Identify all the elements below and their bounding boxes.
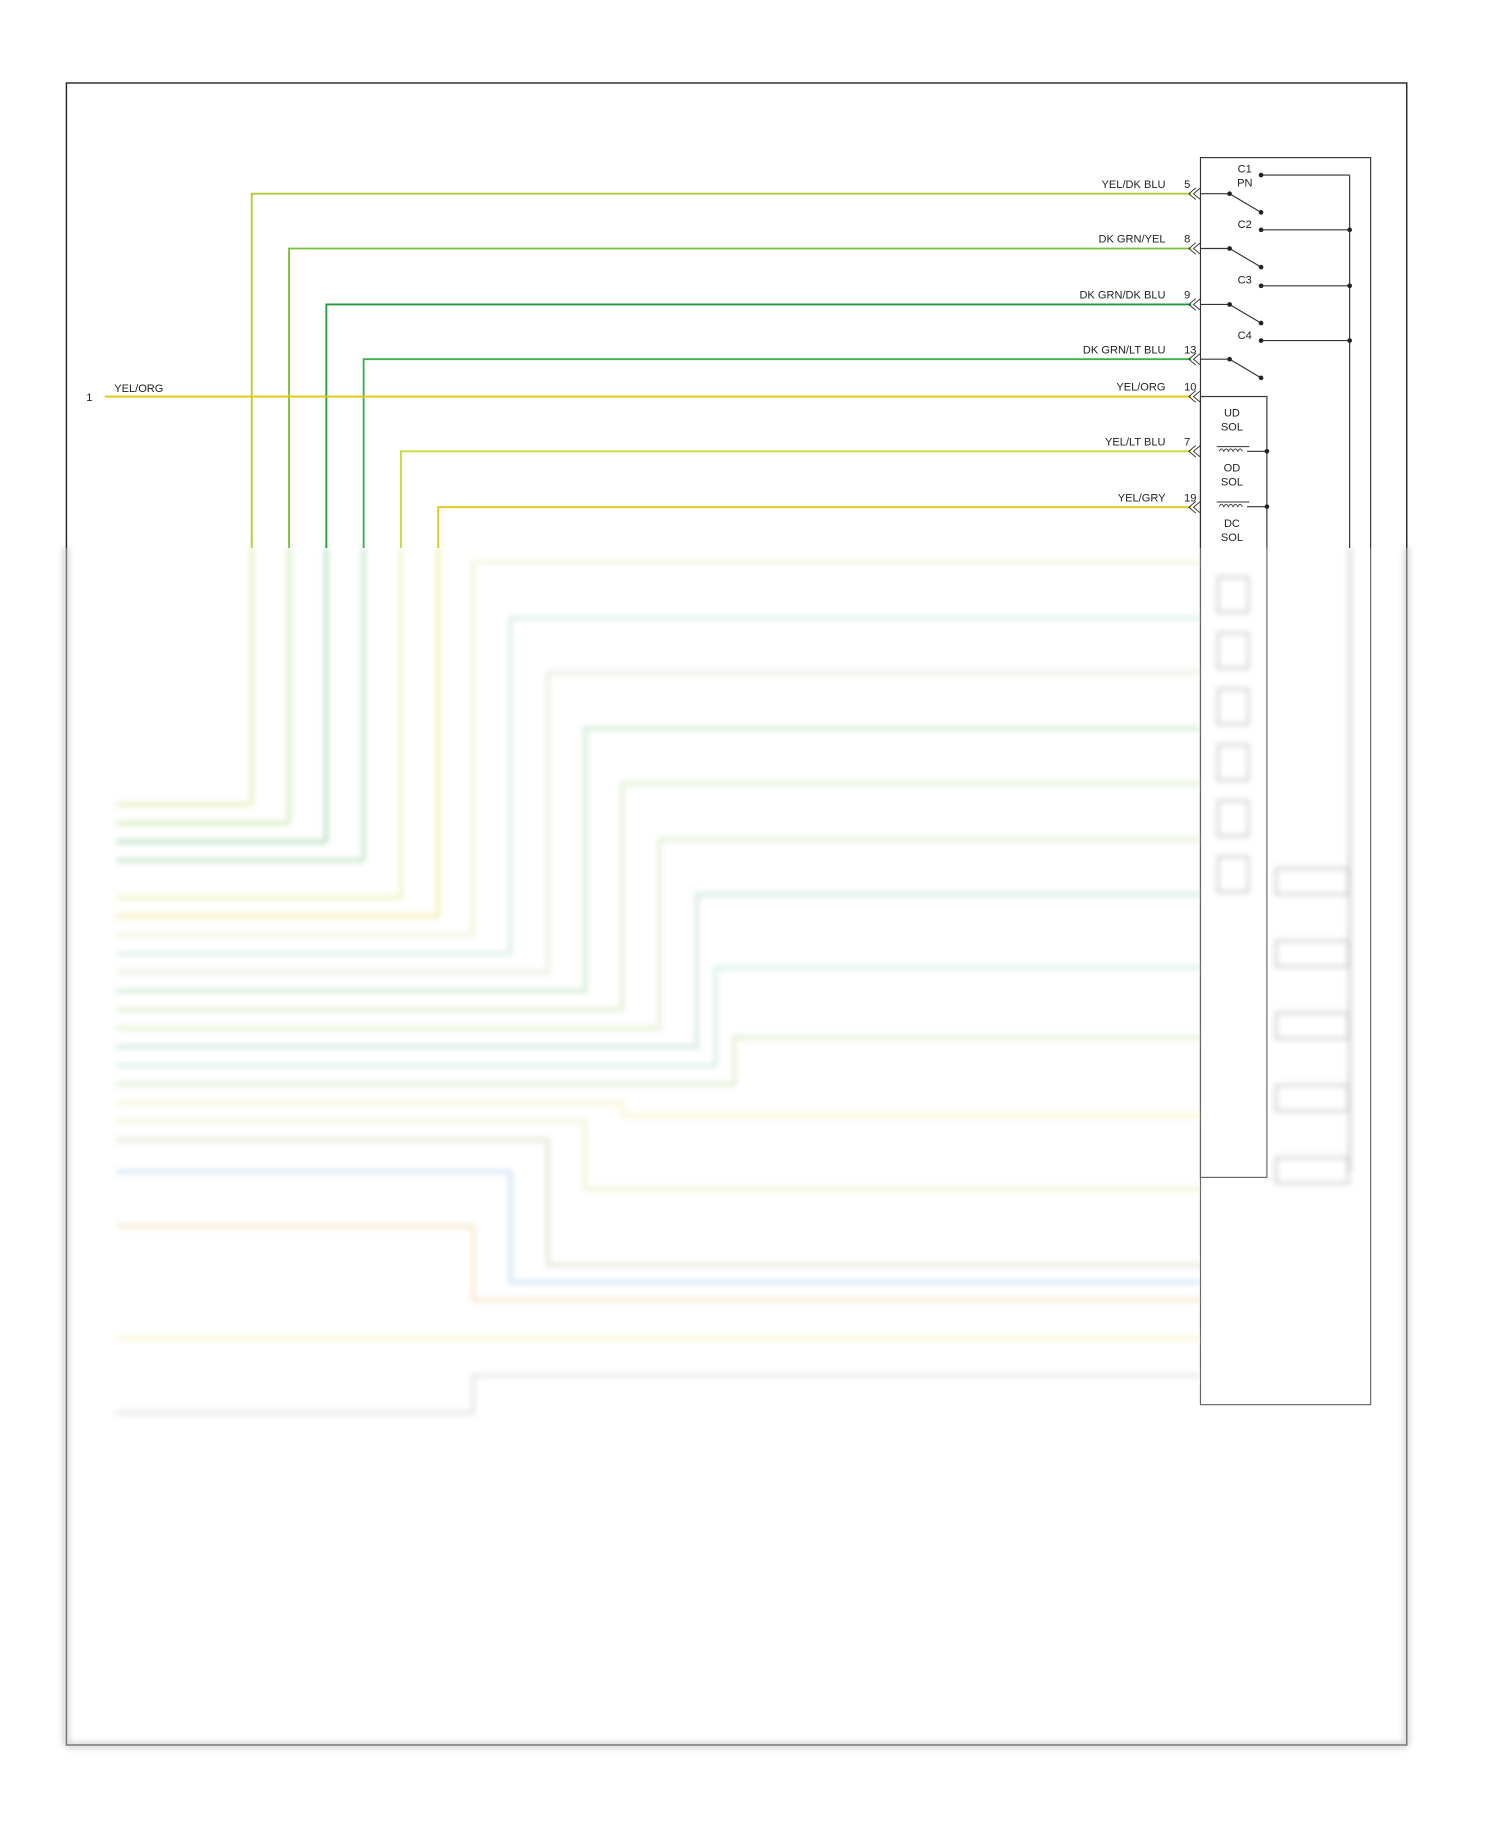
wire-blurred <box>116 726 1201 993</box>
diagram-top: YEL/DK BLU 5 DK GRN/YEL 8 DK GRN/DK BLU 9 DK G… <box>86 164 1352 549</box>
connector <box>1188 501 1201 514</box>
solenoid-label: UD <box>1224 407 1240 419</box>
blurred-region <box>63 548 1410 1748</box>
wire-blurred <box>116 1119 1201 1191</box>
pin-number: 7 <box>1184 436 1190 448</box>
connector <box>1188 390 1201 403</box>
wire <box>325 303 1192 549</box>
wire-blurred <box>116 560 1201 937</box>
contact <box>1227 191 1232 197</box>
wire <box>288 247 1192 549</box>
wire-blurred <box>116 837 1201 1030</box>
connector <box>1188 242 1201 255</box>
solenoid-label: OD <box>1224 463 1241 475</box>
pin-number: 5 <box>1184 179 1190 191</box>
pin-number: 19 <box>1184 492 1196 504</box>
contact <box>1227 356 1232 362</box>
junction <box>1264 504 1270 509</box>
wire-blurred <box>116 1035 1201 1086</box>
solenoid-label: SOL <box>1221 532 1243 544</box>
wire-blurred <box>116 1373 1201 1415</box>
wire-label: YEL/GRY <box>1118 492 1166 504</box>
wire-blurred <box>116 965 1201 1068</box>
wire-label: DK GRN/DK BLU <box>1079 290 1165 302</box>
switch-blade <box>1229 303 1262 324</box>
blur-veil <box>64 548 1417 1749</box>
contact <box>1258 320 1264 326</box>
contact <box>1258 264 1264 270</box>
switch-label: C2 <box>1238 219 1252 231</box>
switch-label: C4 <box>1238 330 1252 342</box>
contact <box>1227 246 1232 251</box>
switch-blade <box>1229 247 1262 268</box>
contact <box>1258 283 1264 289</box>
contact <box>1258 210 1264 215</box>
pin-number: 9 <box>1184 290 1190 302</box>
switch-label: PN <box>1237 178 1252 190</box>
contact <box>1258 172 1264 178</box>
contact <box>1258 375 1264 381</box>
wire-blurred <box>116 781 1201 1012</box>
contact <box>1258 227 1264 233</box>
solenoid-blurred <box>1216 687 1250 726</box>
pin-number: 13 <box>1184 344 1196 356</box>
solenoid-label: SOL <box>1221 477 1243 489</box>
connector <box>1188 298 1201 311</box>
wire-label: YEL/DK BLU <box>1102 179 1166 191</box>
junction <box>1347 227 1352 233</box>
solenoid-blurred <box>1216 631 1250 670</box>
contact <box>1227 302 1232 307</box>
connector <box>1188 187 1201 200</box>
solenoid-blurred <box>1216 743 1250 782</box>
junction <box>1347 338 1352 343</box>
solenoid-blurred <box>1216 855 1250 894</box>
pin-number: 1 <box>86 392 92 404</box>
wire-label: DK GRN/LT BLU <box>1083 344 1166 356</box>
switch-blade <box>1229 358 1262 379</box>
solenoid-label: SOL <box>1221 421 1243 433</box>
switch-blade <box>1229 193 1262 213</box>
wire-label: YEL/ORG <box>114 383 163 395</box>
wire <box>400 450 1192 549</box>
solenoid-blurred <box>1216 799 1250 838</box>
pin-number: 8 <box>1184 234 1190 246</box>
connector <box>1188 353 1201 366</box>
wire-blurred <box>116 1169 1201 1285</box>
wire-blurred <box>116 1101 1201 1118</box>
wire <box>437 506 1192 549</box>
junction <box>1264 448 1270 454</box>
pin-number: 10 <box>1184 382 1196 394</box>
wire-blurred <box>116 1138 1201 1267</box>
wire <box>250 192 1192 549</box>
solenoid-label: DC <box>1224 518 1240 530</box>
wire-blurred <box>116 1224 1201 1302</box>
wire <box>362 358 1192 549</box>
connector <box>1188 445 1201 458</box>
wire-label: YEL/ORG <box>1116 382 1165 394</box>
wire-blurred <box>116 670 1201 975</box>
wire-label: YEL/LT BLU <box>1105 436 1165 448</box>
wire-label: DK GRN/YEL <box>1098 234 1165 246</box>
coil <box>1216 446 1250 453</box>
wire-blurred <box>116 616 1201 956</box>
contact <box>1258 338 1264 343</box>
coil <box>1216 501 1250 508</box>
junction <box>1347 283 1352 289</box>
switch-label: C3 <box>1238 274 1252 286</box>
wire-blurred <box>116 892 1201 1049</box>
switch-label: C1 <box>1238 164 1252 176</box>
solenoid-blurred <box>1216 576 1250 614</box>
solenoid-box <box>1199 395 1268 1178</box>
